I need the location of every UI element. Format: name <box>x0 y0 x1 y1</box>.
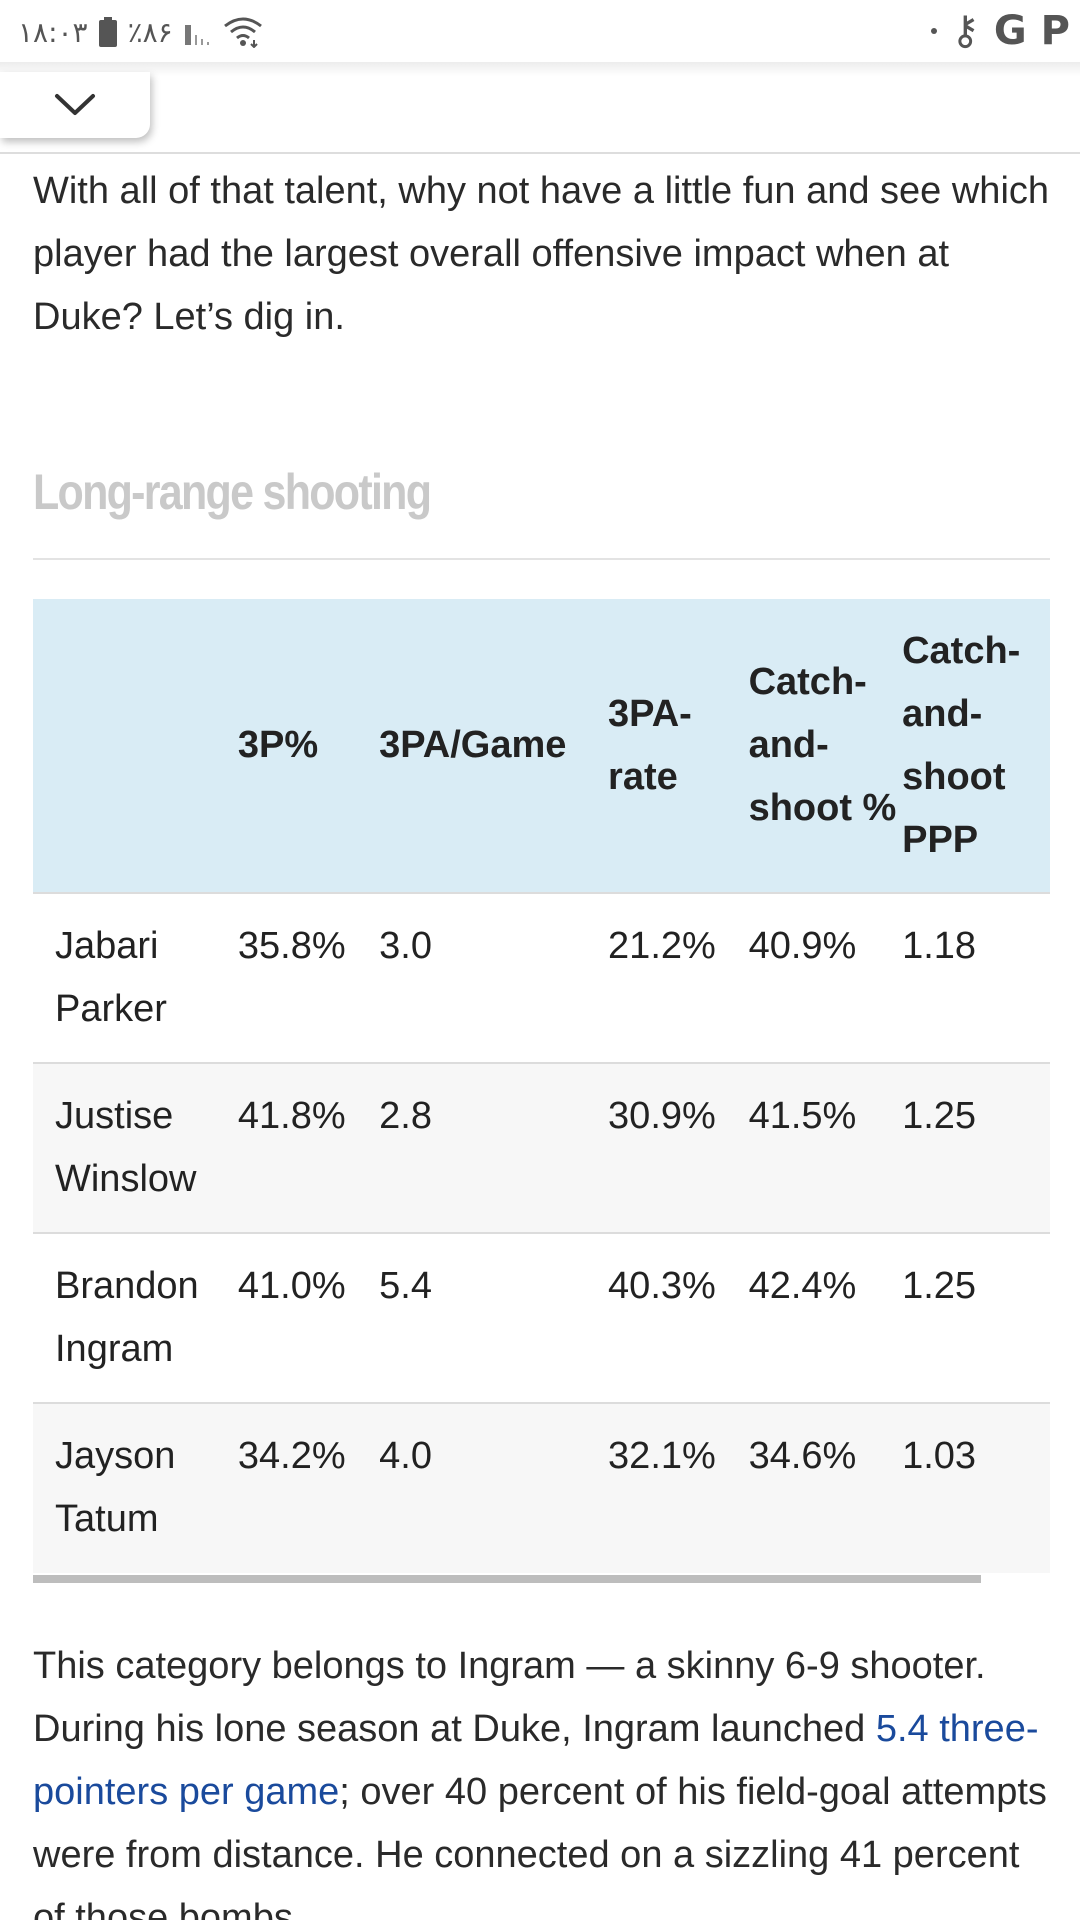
header-3p-pct: 3P% <box>237 724 319 766</box>
cell-3p-pct: 35.8% <box>237 925 346 967</box>
three-pointers-link[interactable]: 5.4 three-pointers per game <box>33 1708 1039 1813</box>
collapse-button[interactable] <box>0 72 150 138</box>
battery-percent: ٪۸۶ <box>127 15 173 49</box>
cell-3pa-rate: 30.9% <box>608 1095 716 1137</box>
header-3pa-game: 3PA/Game <box>379 724 567 766</box>
table-row: Jabari Parker 35.8% 3.0 21.2% 40.9% 1.18 <box>33 893 1050 1063</box>
vpn-key-icon: ⚷ <box>950 8 980 54</box>
cell-catch-shoot-pct: 41.5% <box>748 1095 857 1137</box>
status-right: ⚷ G P <box>930 8 1070 54</box>
table-scrollbar-thumb[interactable] <box>33 1575 981 1583</box>
table-row: Jayson Tatum 34.2% 4.0 32.1% 34.6% 1.03 <box>33 1403 1050 1573</box>
status-bar: ۱۸:۰۳ ٪۸۶ ⚷ G P <box>0 0 1080 62</box>
section-divider <box>33 558 1050 560</box>
cell-player: Jabari Parker <box>55 925 167 1030</box>
cell-3pa-rate: 40.3% <box>608 1265 716 1307</box>
battery-icon <box>98 17 117 47</box>
cell-3pa-game: 4.0 <box>379 1435 432 1477</box>
cell-player: Jayson Tatum <box>55 1435 176 1540</box>
table-scrollbar[interactable] <box>33 1573 1050 1585</box>
cell-player: Brandon Ingram <box>55 1265 199 1370</box>
cell-3pa-game: 2.8 <box>379 1095 432 1137</box>
article-content: With all of that talent, why not have a … <box>33 154 1050 1920</box>
cell-3p-pct: 34.2% <box>237 1435 346 1477</box>
toolbar <box>0 62 1080 154</box>
table-header-row: 3P% 3PA/Game 3PA-rate Catch-and-shoot % … <box>33 599 1050 893</box>
cell-catch-shoot-pct: 34.6% <box>748 1435 857 1477</box>
app-p-icon: P <box>1040 8 1070 54</box>
wifi-icon <box>223 17 262 48</box>
status-left: ۱۸:۰۳ ٪۸۶ <box>18 12 263 52</box>
notification-dot-icon <box>930 28 937 34</box>
header-catch-shoot-pct: Catch-and-shoot % <box>748 661 897 829</box>
cell-catch-shoot-ppp: 1.18 <box>902 925 977 967</box>
cell-3pa-game: 5.4 <box>379 1265 432 1307</box>
toolbar-shadow <box>0 62 1080 76</box>
cell-catch-shoot-ppp: 1.25 <box>902 1265 977 1307</box>
body-paragraph: This category belongs to Ingram — a skin… <box>33 1635 1050 1920</box>
stats-table: 3P% 3PA/Game 3PA-rate Catch-and-shoot % … <box>33 599 1050 1573</box>
body-text-after-link: ; over 40 percent of his field-goal atte… <box>33 1771 1047 1920</box>
cell-catch-shoot-pct: 42.4% <box>748 1265 857 1307</box>
intro-paragraph: With all of that talent, why not have a … <box>33 170 1050 338</box>
google-icon: G <box>993 8 1027 54</box>
cell-player: Justise Winslow <box>55 1095 197 1200</box>
cell-catch-shoot-ppp: 1.25 <box>902 1095 977 1137</box>
table-row: Brandon Ingram 41.0% 5.4 40.3% 42.4% 1.2… <box>33 1233 1050 1403</box>
cell-3p-pct: 41.8% <box>237 1095 346 1137</box>
stats-table-container[interactable]: 3P% 3PA/Game 3PA-rate Catch-and-shoot % … <box>33 599 1050 1585</box>
clock: ۱۸:۰۳ <box>18 15 88 49</box>
cell-catch-shoot-pct: 40.9% <box>748 925 857 967</box>
cell-3pa-game: 3.0 <box>379 925 432 967</box>
table-row: Justise Winslow 41.8% 2.8 30.9% 41.5% 1.… <box>33 1063 1050 1233</box>
header-3pa-rate: 3PA-rate <box>608 692 692 798</box>
signal-icon <box>184 25 209 45</box>
cell-3pa-rate: 21.2% <box>608 925 716 967</box>
section-heading: Long-range shooting <box>33 464 432 520</box>
cell-3p-pct: 41.0% <box>237 1265 346 1307</box>
header-player <box>33 599 238 893</box>
body-text-before-link: This category belongs to Ingram — a skin… <box>33 1645 986 1750</box>
cell-catch-shoot-ppp: 1.03 <box>902 1435 977 1477</box>
header-catch-shoot-ppp: Catch-and-shoot PPP <box>902 629 1021 861</box>
chevron-down-icon <box>55 94 95 115</box>
cell-3pa-rate: 32.1% <box>608 1435 716 1477</box>
